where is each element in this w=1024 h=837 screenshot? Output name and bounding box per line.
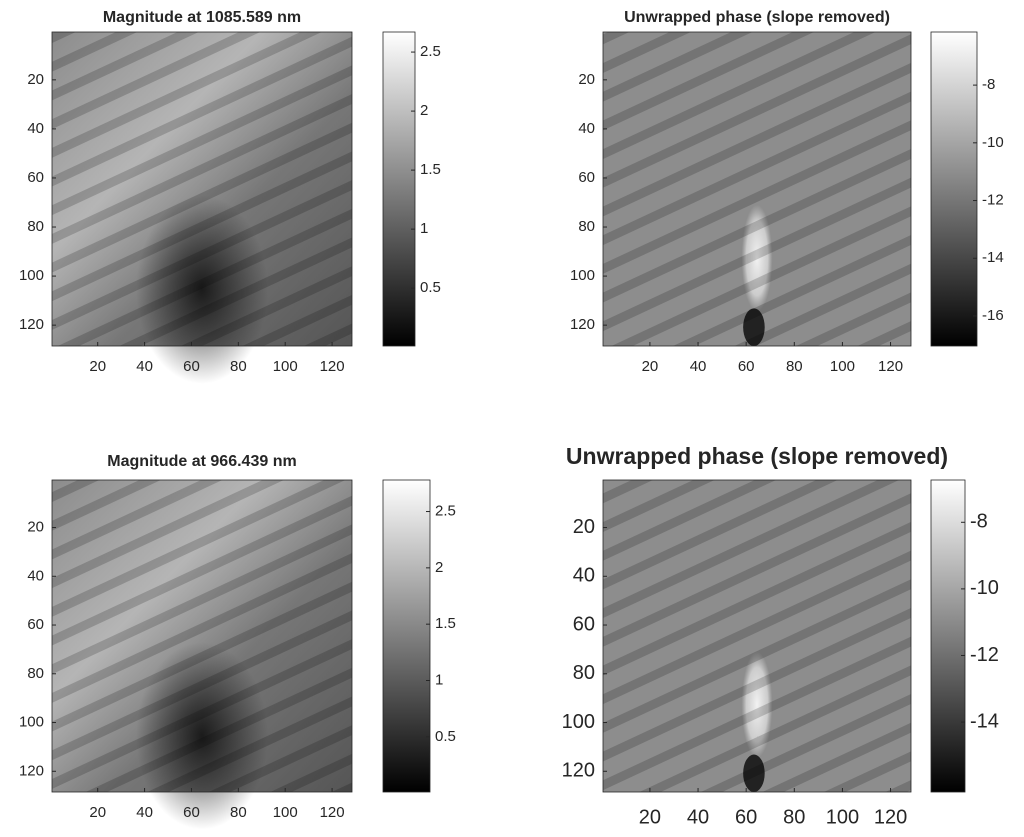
x-tick-label: 80 (786, 358, 803, 375)
colorbar (930, 31, 978, 347)
heatmap-image (603, 480, 911, 792)
x-tick-label: 40 (687, 806, 709, 828)
x-tick-label: 120 (874, 806, 907, 828)
colorbar-tick-label: 1.5 (420, 161, 441, 178)
y-tick-label: 100 (570, 267, 595, 284)
y-tick-label: 80 (573, 662, 595, 684)
colorbar (930, 479, 966, 793)
y-tick-label: 40 (27, 120, 44, 137)
y-tick-label: 80 (27, 218, 44, 235)
colorbar-tick-label: -8 (982, 76, 995, 93)
colorbar (382, 479, 431, 793)
colorbar-tick-label: 0.5 (435, 728, 456, 745)
x-tick-label: 20 (642, 358, 659, 375)
x-tick-label: 120 (320, 804, 345, 821)
colorbar-tick-label: 1 (420, 220, 428, 237)
colorbar-tick-label: 1 (435, 671, 443, 688)
x-tick-label: 40 (136, 358, 153, 375)
y-tick-label: 60 (573, 613, 595, 635)
y-tick-label: 80 (27, 665, 44, 682)
x-tick-label: 120 (320, 358, 345, 375)
colorbar-tick-label: 0.5 (420, 279, 441, 296)
axes-box (51, 31, 353, 347)
y-tick-label: 20 (578, 71, 595, 88)
x-tick-label: 60 (735, 806, 757, 828)
y-tick-label: 40 (27, 567, 44, 584)
y-tick-label: 80 (578, 218, 595, 235)
axes-box (51, 479, 353, 793)
colorbar-tick-label: -12 (970, 644, 999, 666)
y-tick-label: 100 (19, 714, 44, 731)
x-tick-label: 100 (273, 804, 298, 821)
y-tick-label: 20 (27, 71, 44, 88)
x-tick-label: 120 (878, 358, 903, 375)
colorbar-tick-label: 2.5 (420, 43, 441, 60)
colorbar-tick-label: -10 (982, 134, 1004, 151)
x-tick-label: 100 (830, 358, 855, 375)
y-tick-label: 100 (19, 267, 44, 284)
heatmap-image (52, 32, 352, 346)
y-tick-label: 120 (570, 316, 595, 333)
x-tick-label: 80 (230, 804, 247, 821)
x-tick-label: 80 (230, 358, 247, 375)
heatmap-image (603, 32, 911, 346)
y-tick-label: 60 (27, 169, 44, 186)
heatmap-image (52, 480, 352, 792)
colorbar-tick-label: 2 (420, 102, 428, 119)
x-tick-label: 20 (89, 358, 106, 375)
x-tick-label: 60 (183, 804, 200, 821)
colorbar-tick-label: -14 (970, 710, 999, 732)
axes-box (602, 479, 912, 793)
chart-title: Unwrapped phase (slope removed) (566, 443, 948, 469)
x-tick-label: 80 (783, 806, 805, 828)
x-tick-label: 60 (183, 358, 200, 375)
chart-title: Magnitude at 966.439 nm (107, 453, 296, 470)
y-tick-label: 60 (27, 616, 44, 633)
colorbar (382, 31, 416, 347)
colorbar-tick-label: -12 (982, 192, 1004, 209)
colorbar-tick-label: 2.5 (435, 503, 456, 520)
chart-title: Unwrapped phase (slope removed) (624, 9, 890, 26)
chart-title: Magnitude at 1085.589 nm (103, 9, 301, 26)
x-tick-label: 20 (639, 806, 661, 828)
x-tick-label: 20 (89, 804, 106, 821)
colorbar-tick-label: -10 (970, 577, 999, 599)
x-tick-label: 40 (690, 358, 707, 375)
x-tick-label: 40 (136, 804, 153, 821)
y-tick-label: 100 (562, 711, 595, 733)
y-tick-label: 120 (19, 316, 44, 333)
colorbar-tick-label: -14 (982, 249, 1004, 266)
y-tick-label: 40 (578, 120, 595, 137)
x-tick-label: 60 (738, 358, 755, 375)
axes-box (602, 31, 912, 347)
y-tick-label: 40 (573, 565, 595, 587)
colorbar-tick-label: -16 (982, 307, 1004, 324)
x-tick-label: 100 (826, 806, 859, 828)
y-tick-label: 20 (27, 519, 44, 536)
y-tick-label: 120 (19, 762, 44, 779)
colorbar-tick-label: 2 (435, 559, 443, 576)
y-tick-label: 60 (578, 169, 595, 186)
x-tick-label: 100 (273, 358, 298, 375)
colorbar-tick-label: -8 (970, 511, 988, 533)
colorbar-tick-label: 1.5 (435, 615, 456, 632)
y-tick-label: 120 (562, 760, 595, 782)
y-tick-label: 20 (573, 516, 595, 538)
